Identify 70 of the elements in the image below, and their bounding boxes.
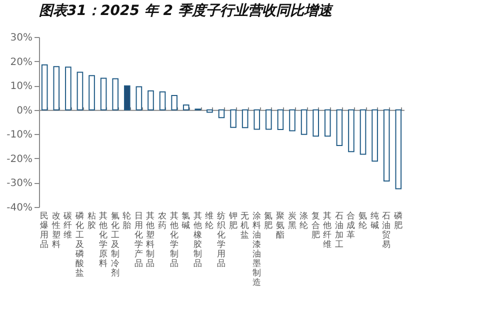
x-tick-label: 涂料油漆油墨制造 [252,210,262,288]
x-tick-label: 其他纤维 [323,210,332,250]
x-tick-label: 纯碱 [370,210,380,231]
bar [312,109,319,137]
chart-title: 图表31：2025 年 2 季度子行业营收同比增速 [39,2,334,19]
x-tick-label: 其他化学原料 [99,210,108,269]
x-tick-label: 聚氨酯 [276,210,285,240]
bar [124,85,130,110]
y-tick-label: -40% [6,202,32,214]
bar [206,109,213,113]
bar [372,109,378,162]
bar [218,109,225,118]
x-tick-label: 复合肥 [311,210,320,240]
bar [159,91,166,110]
bar [324,109,331,137]
bar [300,109,308,135]
bar [171,95,178,110]
bar [266,109,272,130]
bar [395,109,402,190]
x-tick-label: 纺织化学用品 [217,210,226,269]
x-tick-label: 碳纤维 [62,210,73,240]
y-tick-label: -20% [6,154,32,165]
bar [242,109,248,128]
x-tick-label: 磷肥 [392,210,403,231]
x-tick-label: 粘胶 [87,210,96,231]
bar [136,86,142,110]
bar [336,109,343,146]
bar [53,66,60,110]
x-tick-label: 氯碱 [182,210,191,231]
x-tick-label: 石油加工 [334,212,344,250]
bar [65,66,72,110]
bar [277,109,284,130]
x-tick-label: 石油贸易 [382,212,392,250]
y-tick-label: 0% [16,105,32,116]
y-tick-label: 20% [10,56,32,68]
bar [348,109,354,152]
y-tick-label: -30% [6,178,32,190]
x-tick-label: 维纶 [205,210,214,231]
x-tick-label: 日用化学产品 [134,212,144,269]
bar [88,75,95,110]
bar [100,78,107,110]
x-tick-label: 其他化学制品 [170,210,179,269]
x-tick-label: 其他橡胶制品 [193,210,202,269]
x-tick-label: 氟化工及制冷剂 [110,210,120,278]
x-tick-label: 民爆用品 [40,210,50,250]
bar [360,109,366,155]
y-tick-label: 30% [10,32,32,44]
y-tick-label: 10% [10,81,32,92]
bar [41,64,48,110]
x-tick-label: 钾肥 [228,210,238,231]
bar [254,109,260,130]
x-tick-label: 氮肥 [264,210,274,231]
bar [112,78,119,110]
bar [182,104,190,110]
bar [230,109,236,128]
bar [383,109,390,182]
x-tick-label: 炭黑 [288,210,297,231]
x-tick-label: 无机盐 [240,212,250,240]
x-tick-label: 合成革 [346,210,356,240]
x-tick-label: 轮胎 [122,210,132,231]
bar [76,72,84,110]
x-tick-label: 改性塑料 [50,210,61,250]
x-tick-label: 磷化工及磷酸盐 [74,210,84,278]
bar [148,90,154,110]
x-tick-label: 涤纶 [300,210,309,231]
y-tick-label: -10% [6,130,32,141]
x-tick-label: 氨纶 [358,210,368,231]
bar [289,109,296,132]
x-tick-label: 农药 [158,210,168,231]
x-tick-label: 其他塑料制品 [146,210,156,269]
